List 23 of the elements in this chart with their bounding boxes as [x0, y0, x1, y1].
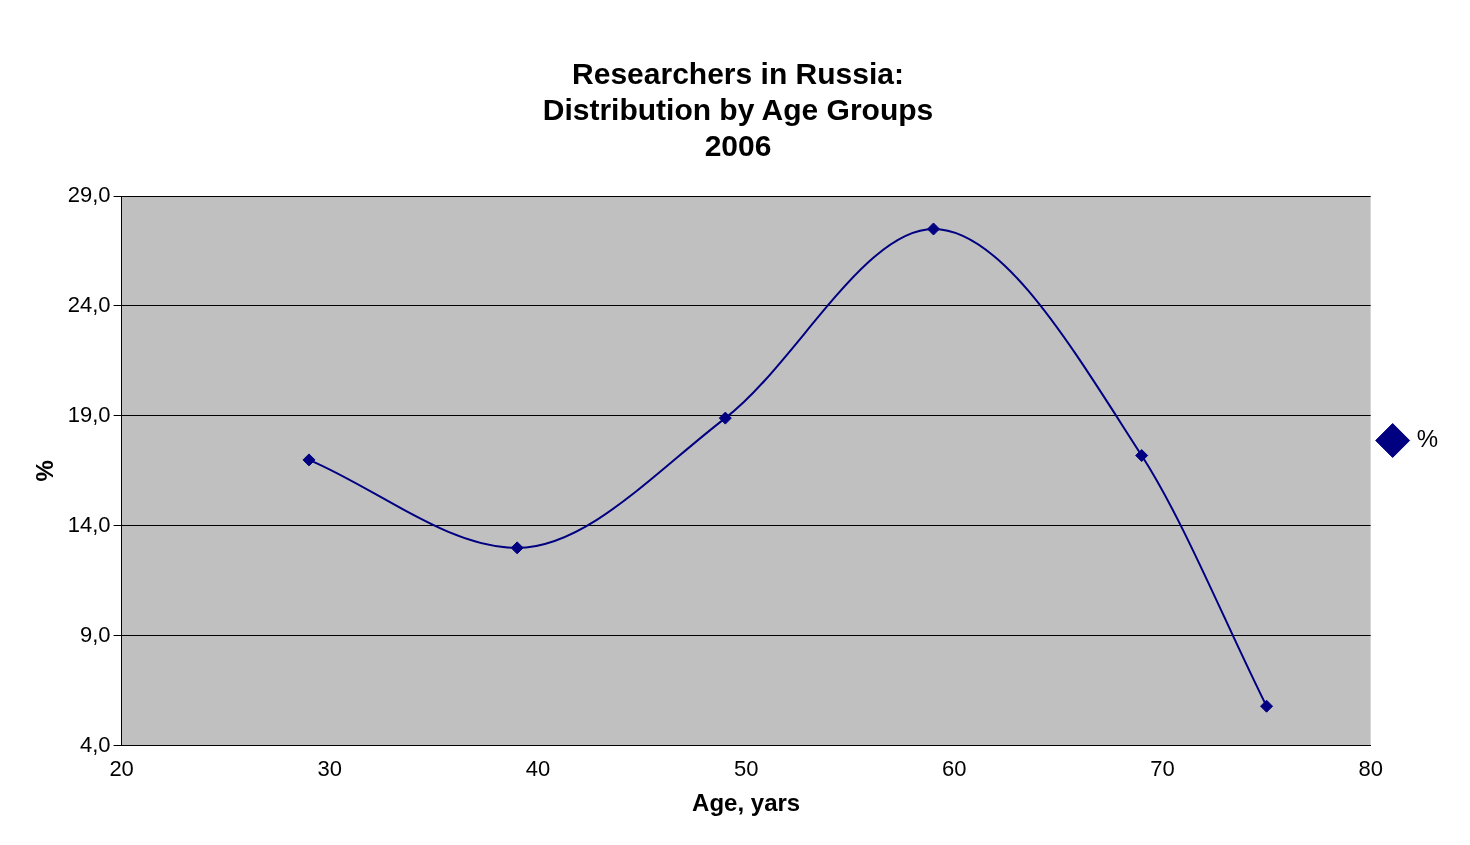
legend-label: %: [1416, 425, 1438, 453]
y-tick-label: 29,0: [67, 182, 111, 208]
x-tick-label: 30: [317, 756, 343, 782]
x-tick-label: 80: [1358, 756, 1383, 782]
y-tick-label: 4,0: [80, 731, 111, 757]
x-tick-label: 40: [525, 756, 551, 782]
y-tick-label: 19,0: [67, 401, 111, 427]
point: [1260, 699, 1274, 713]
y-tick-label: 9,0: [80, 621, 111, 647]
chart-title: Researchers in Russia: Distribution by Age Groups 2006: [542, 57, 934, 163]
y-tick-label: 14,0: [67, 511, 111, 537]
point: [718, 411, 732, 425]
x-tick-label: 20: [109, 756, 134, 782]
point: [510, 541, 524, 555]
point: [302, 453, 316, 467]
y-axis-title: %: [31, 460, 59, 482]
x-tick-label: 60: [942, 756, 967, 782]
x-tick-label: 50: [733, 756, 759, 782]
x-tick-label: 70: [1150, 756, 1175, 782]
y-tick-label: 24,0: [67, 292, 111, 318]
point: [927, 222, 940, 236]
x-axis-title: Age, yars: [692, 789, 801, 817]
point: [1135, 449, 1149, 463]
